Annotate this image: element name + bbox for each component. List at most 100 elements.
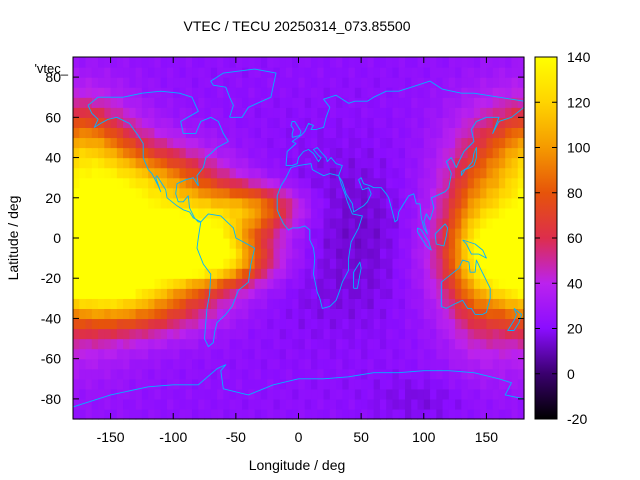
heatmap-cell — [192, 127, 199, 139]
heatmap-cell — [304, 278, 312, 289]
heatmap-cell — [317, 308, 325, 320]
heatmap-cell — [260, 107, 268, 118]
heatmap-cell — [423, 147, 431, 159]
heatmap-cell — [110, 167, 118, 179]
heatmap-cell — [110, 107, 118, 118]
heatmap-cell — [160, 67, 168, 78]
heatmap-cell — [273, 268, 281, 279]
heatmap-cell — [267, 127, 275, 139]
heatmap-cell — [423, 278, 431, 289]
heatmap-cell — [98, 328, 105, 340]
heatmap-cell — [223, 408, 231, 420]
heatmap-cell — [173, 338, 181, 350]
heatmap-cell — [423, 358, 431, 370]
heatmap-cell — [398, 147, 406, 159]
heatmap-cell — [198, 227, 206, 239]
heatmap-cell — [260, 308, 268, 320]
heatmap-cell — [336, 328, 343, 340]
heatmap-cell — [386, 268, 394, 279]
heatmap-cell — [304, 67, 312, 78]
heatmap-cell — [323, 97, 331, 108]
heatmap-cell — [448, 338, 456, 350]
heatmap-cell — [166, 348, 174, 360]
heatmap-cell — [273, 388, 281, 400]
heatmap-cell — [235, 368, 243, 380]
heatmap-cell — [242, 187, 249, 199]
heatmap-cell — [210, 137, 218, 149]
heatmap-cell — [517, 368, 525, 380]
heatmap-cell — [166, 338, 174, 350]
heatmap-cell — [386, 57, 394, 68]
heatmap-cell — [404, 258, 412, 269]
heatmap-cell — [254, 378, 262, 390]
heatmap-cell — [298, 127, 306, 139]
heatmap-cell — [398, 97, 406, 108]
heatmap-cell — [73, 207, 80, 219]
heatmap-cell — [492, 258, 500, 269]
heatmap-cell — [511, 328, 519, 340]
heatmap-cell — [486, 117, 494, 128]
heatmap-cell — [179, 207, 187, 219]
heatmap-cell — [98, 57, 105, 68]
heatmap-cell — [123, 318, 130, 330]
heatmap-cell — [398, 308, 406, 320]
heatmap-cell — [148, 408, 156, 420]
heatmap-cell — [455, 197, 462, 209]
heatmap-cell — [217, 308, 224, 320]
heatmap-cell — [386, 338, 394, 350]
heatmap-cell — [311, 398, 318, 410]
heatmap-cell — [160, 167, 168, 179]
heatmap-cell — [166, 398, 174, 410]
heatmap-cell — [154, 318, 162, 330]
heatmap-cell — [386, 197, 394, 209]
heatmap-cell — [279, 268, 287, 279]
heatmap-cell — [73, 358, 80, 370]
heatmap-cell — [129, 167, 137, 179]
heatmap-cell — [267, 298, 275, 309]
heatmap-cell — [480, 388, 488, 400]
heatmap-cell — [91, 278, 99, 289]
heatmap-cell — [223, 167, 231, 179]
heatmap-cell — [79, 288, 87, 299]
heatmap-cell — [317, 328, 325, 340]
heatmap-cell — [480, 177, 488, 189]
heatmap-cell — [73, 87, 80, 98]
heatmap-cell — [129, 227, 137, 239]
heatmap-cell — [455, 57, 462, 68]
heatmap-cell — [379, 268, 387, 279]
heatmap-cell — [179, 87, 187, 98]
heatmap-cell — [204, 318, 212, 330]
heatmap-cell — [204, 388, 212, 400]
heatmap-cell — [135, 388, 143, 400]
heatmap-cell — [517, 338, 525, 350]
heatmap-cell — [505, 358, 513, 370]
heatmap-cell — [298, 197, 306, 209]
heatmap-cell — [373, 197, 381, 209]
heatmap-cell — [461, 57, 469, 68]
heatmap-cell — [198, 318, 206, 330]
heatmap-cell — [442, 167, 450, 179]
heatmap-cell — [511, 318, 519, 330]
heatmap-cell — [386, 157, 394, 169]
heatmap-cell — [204, 278, 212, 289]
heatmap-cell — [123, 117, 130, 128]
heatmap-cell — [392, 338, 400, 350]
heatmap-cell — [166, 77, 174, 88]
heatmap-cell — [173, 268, 181, 279]
heatmap-cell — [348, 217, 356, 229]
heatmap-cell — [254, 358, 262, 370]
heatmap-cell — [154, 338, 162, 350]
heatmap-cell — [273, 348, 281, 360]
heatmap-cell — [217, 398, 224, 410]
heatmap-cell — [154, 398, 162, 410]
heatmap-cell — [342, 258, 350, 269]
heatmap-cell — [423, 87, 431, 98]
heatmap-cell — [260, 187, 268, 199]
heatmap-cell — [267, 117, 275, 128]
heatmap-cell — [179, 227, 187, 239]
heatmap-cell — [461, 348, 469, 360]
heatmap-cell — [154, 388, 162, 400]
heatmap-cell — [166, 238, 174, 249]
heatmap-cell — [104, 308, 112, 320]
heatmap-cell — [448, 157, 456, 169]
